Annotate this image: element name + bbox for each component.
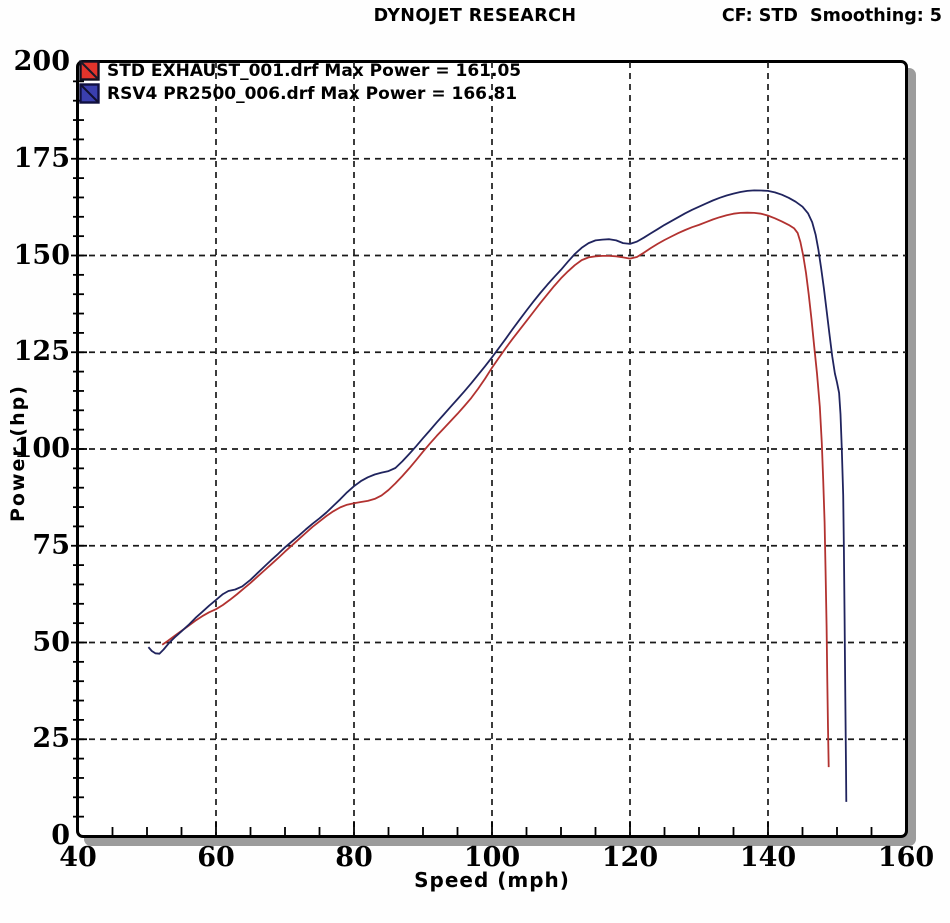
- x-tick-label: 140: [739, 842, 797, 873]
- y-tick-label: 125: [13, 336, 70, 368]
- x-tick-label: 80: [335, 842, 373, 873]
- x-axis-title: Speed (mph): [414, 868, 570, 892]
- legend-label: RSV4 PR2500_006.drf Max Power = 166.81: [107, 83, 518, 104]
- legend-swatch-red-icon: [79, 60, 100, 81]
- y-tick-label: 0: [51, 820, 70, 851]
- page-title: DYNOJET RESEARCH: [373, 6, 577, 26]
- y-tick-label: 25: [32, 723, 70, 755]
- y-tick-label: 200: [13, 46, 70, 77]
- legend-label: STD EXHAUST_001.drf Max Power = 161.05: [107, 60, 522, 81]
- plot-frame: [76, 60, 908, 838]
- x-tick-label: 160: [877, 842, 935, 873]
- y-tick-label: 50: [32, 626, 70, 658]
- correction-smoothing-label: CF: STD Smoothing: 5: [721, 6, 942, 26]
- x-tick-label: 40: [59, 842, 97, 873]
- x-tick-label: 120: [601, 842, 659, 873]
- x-tick-label: 100: [463, 842, 521, 873]
- legend-item-std-exhaust: STD EXHAUST_001.drf Max Power = 161.05: [79, 59, 521, 82]
- chart-legend: STD EXHAUST_001.drf Max Power = 161.05 R…: [79, 59, 521, 105]
- y-tick-label: 75: [32, 529, 70, 561]
- y-tick-label: 175: [13, 142, 70, 174]
- legend-item-rsv4: RSV4 PR2500_006.drf Max Power = 166.81: [79, 82, 521, 105]
- legend-swatch-blue-icon: [79, 83, 100, 104]
- x-tick-label: 60: [197, 842, 235, 873]
- y-tick-label: 150: [13, 239, 70, 271]
- y-tick-label: 100: [13, 433, 70, 464]
